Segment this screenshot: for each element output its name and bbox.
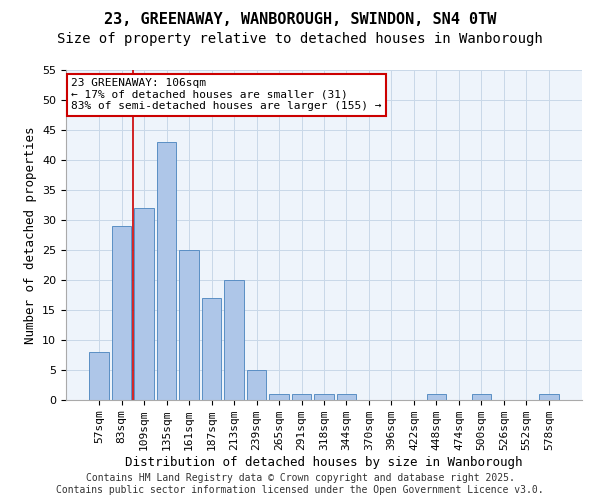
Bar [224,280,244,400]
Bar [89,352,109,400]
Bar [472,394,491,400]
Text: Size of property relative to detached houses in Wanborough: Size of property relative to detached ho… [57,32,543,46]
Bar [247,370,266,400]
Bar [314,394,334,400]
Bar [292,394,311,400]
Bar [112,226,131,400]
X-axis label: Distribution of detached houses by size in Wanborough: Distribution of detached houses by size … [125,456,523,469]
Text: 23, GREENAWAY, WANBOROUGH, SWINDON, SN4 0TW: 23, GREENAWAY, WANBOROUGH, SWINDON, SN4 … [104,12,496,28]
Text: 23 GREENAWAY: 106sqm
← 17% of detached houses are smaller (31)
83% of semi-detac: 23 GREENAWAY: 106sqm ← 17% of detached h… [71,78,382,112]
Bar [427,394,446,400]
Bar [157,142,176,400]
Text: Contains HM Land Registry data © Crown copyright and database right 2025.
Contai: Contains HM Land Registry data © Crown c… [56,474,544,495]
Bar [269,394,289,400]
Bar [337,394,356,400]
Bar [539,394,559,400]
Bar [179,250,199,400]
Y-axis label: Number of detached properties: Number of detached properties [23,126,37,344]
Bar [134,208,154,400]
Bar [202,298,221,400]
